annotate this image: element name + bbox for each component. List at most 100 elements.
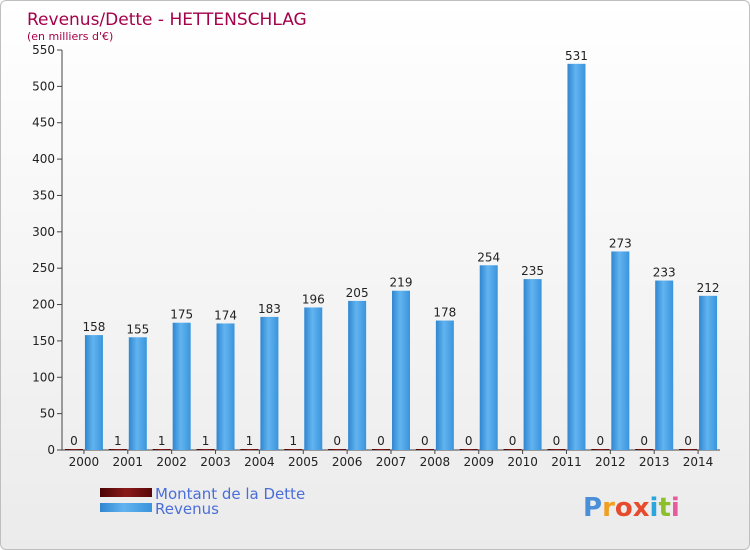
legend: Montant de la Dette Revenus <box>100 485 305 518</box>
logo-letter: x <box>633 493 650 523</box>
data-label-revenus: 155 <box>126 322 149 336</box>
bar-debt <box>547 449 566 450</box>
data-label-revenus: 196 <box>302 292 325 306</box>
y-tick-label: 350 <box>32 188 55 202</box>
bar-revenus <box>304 307 323 450</box>
proxiti-logo: Proxiti <box>583 493 680 523</box>
bar-debt <box>415 449 434 450</box>
data-label-revenus: 174 <box>214 308 237 322</box>
logo-letter: o <box>615 493 633 523</box>
bar-revenus <box>128 337 147 450</box>
data-label-debt: 0 <box>465 434 473 448</box>
data-label-debt: 1 <box>158 434 166 448</box>
bar-revenus <box>84 335 103 450</box>
legend-label-debt: Montant de la Dette <box>155 485 305 503</box>
x-tick-label: 2010 <box>507 455 538 469</box>
legend-swatch-debt <box>100 488 152 497</box>
bar-debt <box>240 449 259 450</box>
data-label-debt: 1 <box>246 434 254 448</box>
data-label-debt: 0 <box>377 434 385 448</box>
bar-debt <box>591 449 610 450</box>
data-label-revenus: 219 <box>390 276 413 290</box>
y-axis: 0 50 100 150 200 250 300 350 400 450 500 550 <box>32 43 63 457</box>
chart-subtitle: (en milliers d'€) <box>27 30 113 43</box>
data-label-revenus: 158 <box>82 320 105 334</box>
x-tick-label: 2008 <box>420 455 451 469</box>
logo-letter: i <box>650 493 659 523</box>
chart-title: Revenus/Dette - HETTENSCHLAG <box>27 10 307 30</box>
logo-letter: P <box>583 493 602 523</box>
y-tick-label: 250 <box>32 261 55 275</box>
y-tick-label: 50 <box>40 407 55 421</box>
x-tick-label: 2009 <box>463 455 494 469</box>
data-label-debt: 1 <box>114 434 122 448</box>
data-label-debt: 0 <box>553 434 561 448</box>
x-tick-label: 2006 <box>332 455 363 469</box>
data-label-debt: 1 <box>289 434 297 448</box>
y-tick-label: 150 <box>32 334 55 348</box>
data-labels: 0 158 1 155 1 175 1 174 1 183 1 196 0 205 0 219 0 178 0 254… <box>70 49 719 448</box>
data-label-revenus: 205 <box>346 286 369 300</box>
bar-revenus <box>435 320 454 450</box>
x-tick-label: 2013 <box>639 455 670 469</box>
bar-debt <box>328 449 347 450</box>
bar-debt <box>503 449 522 450</box>
bar-debt <box>459 449 478 450</box>
bar-debt <box>152 449 171 450</box>
bar-debt <box>196 449 215 450</box>
bar-revenus <box>567 63 586 451</box>
y-tick-label: 100 <box>32 370 55 384</box>
x-tick-label: 2011 <box>551 455 582 469</box>
logo-letter: i <box>671 493 680 523</box>
x-tick-label: 2014 <box>683 455 714 469</box>
data-label-revenus: 178 <box>433 306 456 320</box>
data-label-revenus: 273 <box>609 236 632 250</box>
data-label-debt: 0 <box>421 434 429 448</box>
data-label-revenus: 183 <box>258 302 281 316</box>
data-label-debt: 0 <box>333 434 341 448</box>
y-tick-label: 200 <box>32 298 55 312</box>
x-tick-label: 2003 <box>200 455 231 469</box>
y-tick-label: 0 <box>47 443 55 457</box>
bar-revenus <box>655 280 674 450</box>
x-tick-label: 2001 <box>113 455 144 469</box>
y-tick-label: 500 <box>32 79 55 93</box>
x-tick-label: 2005 <box>288 455 319 469</box>
x-tick-label: 2002 <box>156 455 187 469</box>
bar-revenus <box>611 251 630 450</box>
data-label-revenus: 212 <box>697 281 720 295</box>
data-label-revenus: 254 <box>477 250 500 264</box>
bar-debt <box>679 449 698 450</box>
logo-letter: t <box>658 493 670 523</box>
data-label-debt: 0 <box>684 434 692 448</box>
legend-label-revenus: Revenus <box>155 500 219 518</box>
bar-revenus <box>172 322 191 450</box>
y-tick-label: 450 <box>32 116 55 130</box>
x-axis: 2000 2001 2002 2003 2004 2005 2006 2007 2008 2009… <box>62 449 720 469</box>
bar-debt <box>64 449 83 450</box>
bar-revenus <box>216 323 235 450</box>
y-tick-label: 300 <box>32 225 55 239</box>
x-tick-label: 2004 <box>244 455 275 469</box>
bar-debt <box>372 449 390 450</box>
x-tick-label: 2007 <box>376 455 407 469</box>
bar-revenus <box>392 290 410 450</box>
x-tick-label: 2012 <box>595 455 626 469</box>
bar-revenus <box>348 300 367 450</box>
bars <box>64 63 718 451</box>
legend-swatch-revenus <box>100 503 152 512</box>
data-label-debt: 0 <box>640 434 648 448</box>
data-label-revenus: 531 <box>565 49 588 63</box>
bar-revenus <box>479 265 498 450</box>
data-label-revenus: 235 <box>521 264 544 278</box>
bar-revenus <box>523 279 542 450</box>
bar-debt <box>635 449 654 450</box>
bar-revenus <box>699 295 718 450</box>
data-label-revenus: 175 <box>170 308 193 322</box>
data-label-debt: 0 <box>597 434 605 448</box>
bar-revenus <box>260 316 279 450</box>
logo-letter: r <box>602 493 615 523</box>
y-tick-label: 400 <box>32 152 55 166</box>
data-label-debt: 0 <box>70 434 78 448</box>
